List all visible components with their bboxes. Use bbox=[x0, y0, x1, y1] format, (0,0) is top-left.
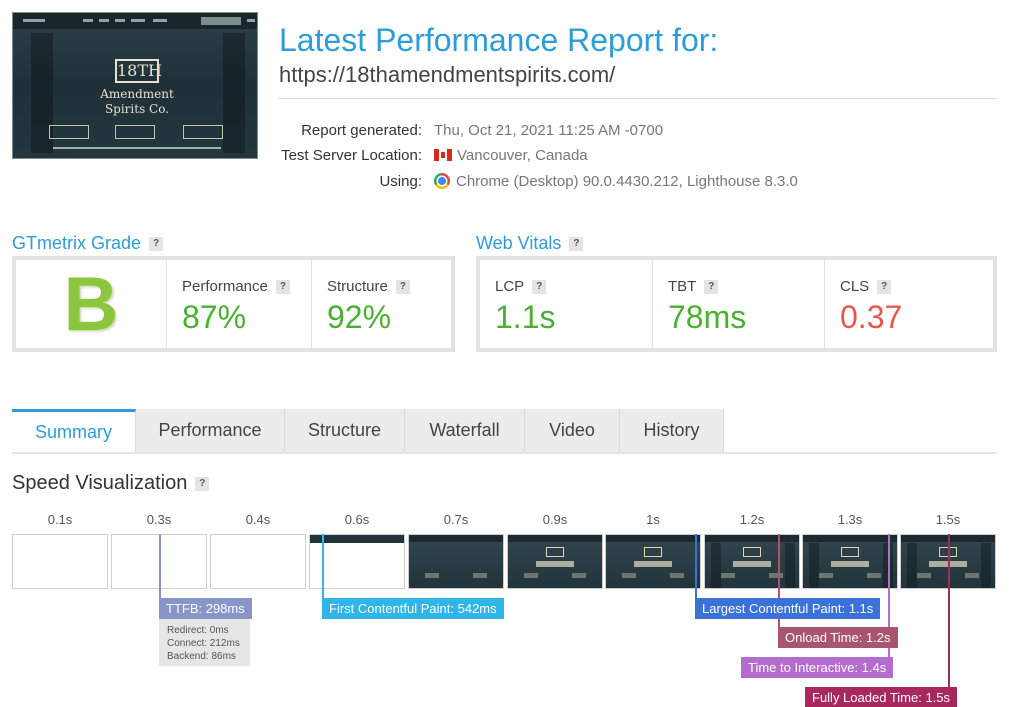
tab-waterfall[interactable]: Waterfall bbox=[405, 409, 525, 452]
filmstrip-frame[interactable] bbox=[12, 534, 108, 589]
frame-time-label: 0.7s bbox=[443, 512, 469, 527]
filmstrip-frame[interactable] bbox=[704, 534, 800, 589]
cls-cell: CLS? 0.37 bbox=[824, 260, 993, 348]
gtmetrix-grade-title: GTmetrix Grade ? bbox=[12, 233, 164, 254]
tbt-value: 78ms bbox=[668, 299, 747, 335]
help-icon[interactable]: ? bbox=[704, 279, 719, 294]
site-screenshot-thumbnail: 18TH Amendment Spirits Co. bbox=[12, 12, 258, 159]
frame-time-label: 0.9s bbox=[542, 512, 568, 527]
gtmetrix-grade-panel: B Performance? 87% Structure? 92% bbox=[12, 256, 455, 352]
page-title: Latest Performance Report for: bbox=[279, 22, 719, 58]
ttfb-breakdown: Redirect: 0ms Connect: 212ms Backend: 86… bbox=[159, 619, 250, 666]
onload-label: Onload Time: 1.2s bbox=[778, 627, 898, 648]
onload-marker-line bbox=[778, 534, 780, 628]
web-vitals-panel: LCP? 1.1s TBT? 78ms CLS? 0.37 bbox=[476, 256, 997, 352]
thumbnail-nav-bar bbox=[13, 13, 257, 29]
fcp-label: First Contentful Paint: 542ms bbox=[322, 598, 504, 619]
frame-time-label: 0.3s bbox=[146, 512, 172, 527]
filmstrip-frame[interactable] bbox=[507, 534, 603, 589]
lcp-value: 1.1s bbox=[495, 299, 556, 335]
tti-marker-line bbox=[888, 534, 890, 658]
tti-label: Time to Interactive: 1.4s bbox=[741, 657, 894, 678]
fully-loaded-label: Fully Loaded Time: 1.5s bbox=[805, 687, 958, 707]
help-icon[interactable]: ? bbox=[395, 279, 410, 294]
structure-cell: Structure? 92% bbox=[311, 260, 451, 348]
tab-summary[interactable]: Summary bbox=[12, 409, 136, 452]
ttfb-marker-line bbox=[159, 534, 161, 600]
filmstrip-frame[interactable] bbox=[802, 534, 898, 589]
lcp-marker-line bbox=[695, 534, 697, 600]
help-icon[interactable]: ? bbox=[149, 236, 164, 251]
frame-time-label: 1s bbox=[646, 512, 660, 527]
help-icon[interactable]: ? bbox=[275, 279, 290, 294]
lcp-cell: LCP? 1.1s bbox=[480, 260, 652, 348]
tab-video[interactable]: Video bbox=[525, 409, 620, 452]
fully-loaded-marker-line bbox=[948, 534, 950, 688]
performance-score: 87% bbox=[182, 299, 247, 335]
frame-time-label: 1.3s bbox=[837, 512, 863, 527]
browser-row: Using: Chrome (Desktop) 90.0.4430.212, L… bbox=[379, 172, 798, 190]
performance-cell: Performance? 87% bbox=[166, 260, 311, 348]
help-icon[interactable]: ? bbox=[195, 476, 210, 491]
filmstrip-frame[interactable] bbox=[210, 534, 306, 589]
fcp-marker-line bbox=[322, 534, 324, 600]
frame-time-label: 1.2s bbox=[739, 512, 765, 527]
grade-letter: B bbox=[63, 261, 119, 347]
tab-performance[interactable]: Performance bbox=[136, 409, 285, 452]
help-icon[interactable]: ? bbox=[532, 279, 547, 294]
tbt-cell: TBT? 78ms bbox=[652, 260, 824, 348]
web-vitals-title: Web Vitals ? bbox=[476, 233, 584, 254]
thumbnail-logo-text: Amendment Spirits Co. bbox=[100, 87, 174, 116]
help-icon[interactable]: ? bbox=[877, 279, 892, 294]
thumbnail-logo: 18TH bbox=[115, 59, 162, 83]
frame-time-label: 0.4s bbox=[245, 512, 271, 527]
header-divider bbox=[279, 98, 997, 99]
tab-history[interactable]: History bbox=[620, 409, 724, 452]
filmstrip-frame[interactable] bbox=[605, 534, 701, 589]
cls-value: 0.37 bbox=[840, 299, 903, 335]
ttfb-label: TTFB: 298ms bbox=[159, 598, 252, 619]
chrome-icon bbox=[434, 173, 450, 189]
lcp-label: Largest Contentful Paint: 1.1s bbox=[695, 598, 881, 619]
report-url[interactable]: https://18thamendmentspirits.com/ bbox=[279, 62, 616, 87]
filmstrip-frame[interactable] bbox=[408, 534, 504, 589]
grade-cell: B bbox=[16, 260, 166, 348]
canada-flag-icon bbox=[434, 149, 452, 161]
report-generated-row: Report generated: Thu, Oct 21, 2021 11:2… bbox=[301, 121, 664, 139]
help-icon[interactable]: ? bbox=[569, 236, 584, 251]
frame-time-label: 1.5s bbox=[935, 512, 961, 527]
filmstrip-frame[interactable] bbox=[309, 534, 405, 589]
speed-visualization-title: Speed Visualization ? bbox=[12, 472, 210, 495]
server-location-row: Test Server Location: Vancouver, Canada bbox=[281, 146, 588, 164]
tab-structure[interactable]: Structure bbox=[285, 409, 405, 452]
frame-time-label: 0.1s bbox=[47, 512, 73, 527]
report-tabs: Summary Performance Structure Waterfall … bbox=[12, 409, 997, 454]
structure-score: 92% bbox=[327, 299, 392, 335]
frame-time-label: 0.6s bbox=[344, 512, 370, 527]
